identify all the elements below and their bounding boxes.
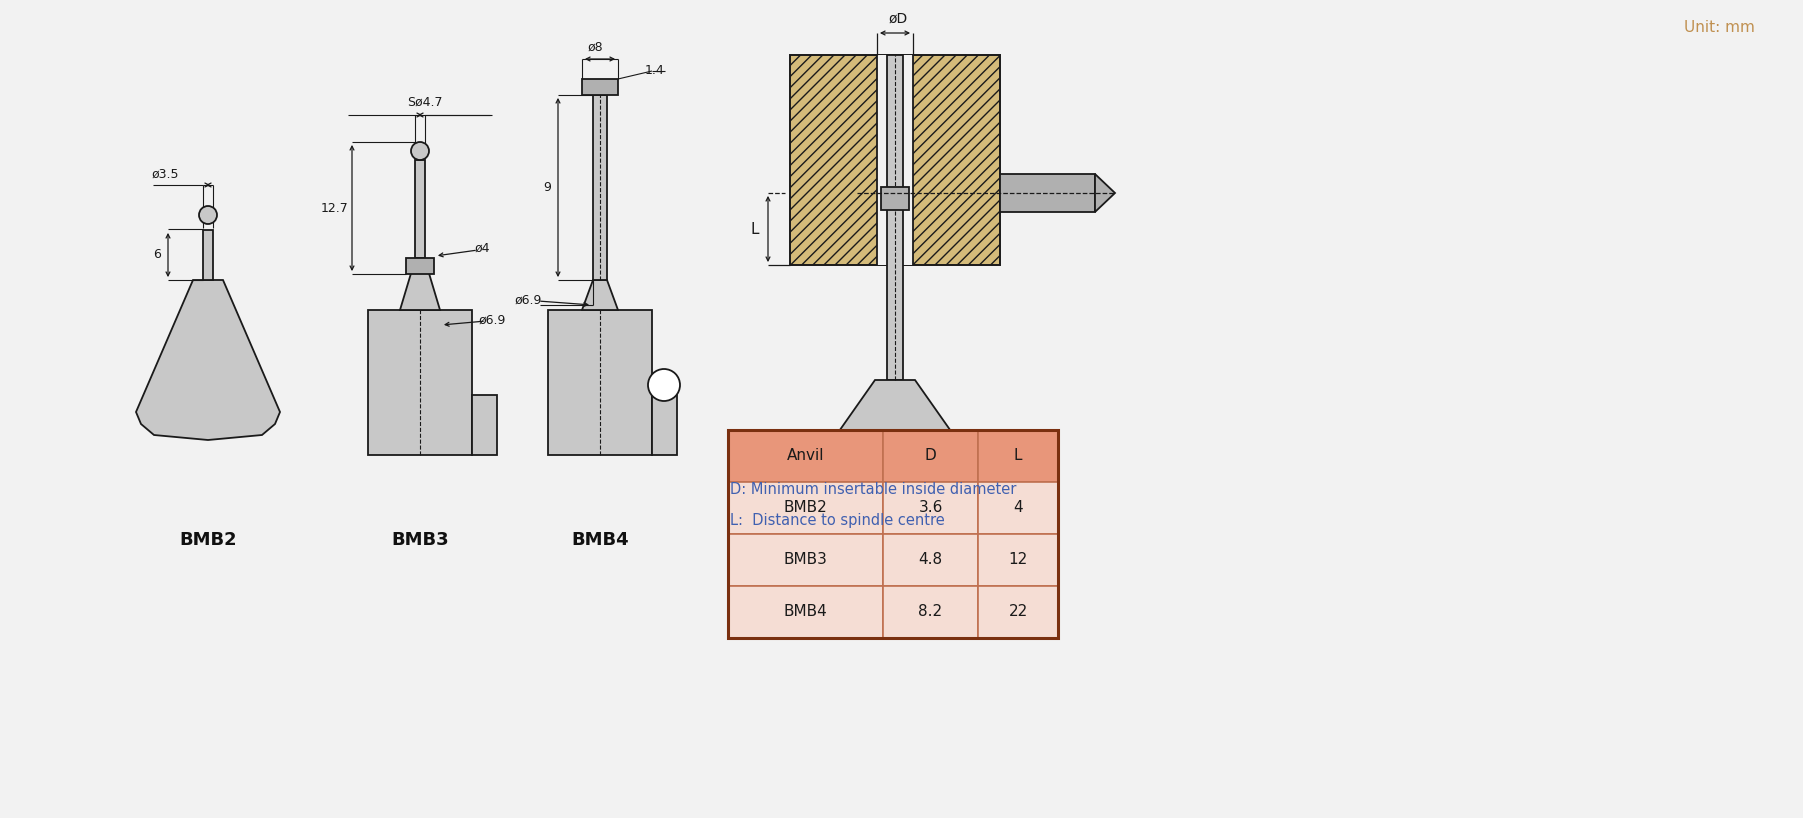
Bar	[728, 430, 883, 482]
Text: D: Minimum insertable inside diameter: D: Minimum insertable inside diameter	[730, 483, 1017, 497]
Text: Unit: mm: Unit: mm	[1684, 20, 1754, 35]
Circle shape	[411, 142, 429, 160]
Bar	[977, 534, 1058, 586]
Text: 12: 12	[1008, 552, 1028, 568]
Polygon shape	[822, 380, 966, 480]
Text: BMB3: BMB3	[391, 531, 449, 549]
Bar	[582, 79, 618, 95]
Bar	[883, 534, 977, 586]
Bar	[790, 55, 1001, 265]
Text: ø4: ø4	[474, 241, 490, 254]
Text: 4.8: 4.8	[918, 552, 943, 568]
Bar	[548, 310, 653, 455]
Bar	[1001, 174, 1094, 212]
Polygon shape	[1094, 174, 1114, 212]
Text: BMB3: BMB3	[784, 552, 828, 568]
Text: Anvil: Anvil	[786, 448, 824, 464]
Bar	[977, 586, 1058, 638]
Polygon shape	[400, 270, 440, 310]
Bar	[728, 586, 883, 638]
Bar	[728, 534, 883, 586]
Bar	[204, 230, 213, 280]
Bar	[977, 430, 1058, 482]
Text: D: D	[925, 448, 936, 464]
Bar	[887, 55, 903, 380]
Circle shape	[198, 206, 216, 224]
Text: Sø4.7: Sø4.7	[407, 96, 444, 109]
Bar	[883, 586, 977, 638]
Bar	[653, 395, 676, 455]
Text: BMB2: BMB2	[178, 531, 236, 549]
Text: ø3.5: ø3.5	[151, 168, 178, 181]
Text: BMB2: BMB2	[784, 501, 828, 515]
Text: 9: 9	[543, 181, 552, 194]
Bar	[415, 160, 426, 258]
Bar	[472, 395, 498, 455]
Bar	[593, 95, 608, 280]
Bar	[728, 430, 1058, 638]
Text: 22: 22	[1008, 605, 1028, 619]
Text: 4: 4	[1013, 501, 1022, 515]
Polygon shape	[582, 280, 618, 310]
Polygon shape	[135, 280, 279, 440]
Bar	[728, 482, 883, 534]
Bar	[368, 310, 472, 455]
Bar	[406, 258, 435, 274]
Text: ø6.9: ø6.9	[514, 294, 541, 307]
Text: 3.6: 3.6	[918, 501, 943, 515]
Bar	[977, 482, 1058, 534]
Bar	[876, 55, 912, 265]
Text: øD: øD	[889, 12, 907, 26]
Text: L: L	[750, 222, 759, 236]
Text: L: L	[1013, 448, 1022, 464]
Text: L:  Distance to spindle centre: L: Distance to spindle centre	[730, 513, 945, 528]
Bar	[883, 430, 977, 482]
Text: ø6.9: ø6.9	[478, 313, 505, 326]
Text: ø8: ø8	[588, 41, 602, 53]
Text: 6: 6	[153, 249, 160, 262]
Text: 12.7: 12.7	[321, 201, 348, 214]
Circle shape	[647, 369, 680, 401]
Bar	[883, 482, 977, 534]
Text: 8.2: 8.2	[918, 605, 943, 619]
Bar	[882, 187, 909, 210]
Text: BMB4: BMB4	[572, 531, 629, 549]
Text: BMB4: BMB4	[784, 605, 828, 619]
Text: 1.4: 1.4	[645, 65, 665, 78]
